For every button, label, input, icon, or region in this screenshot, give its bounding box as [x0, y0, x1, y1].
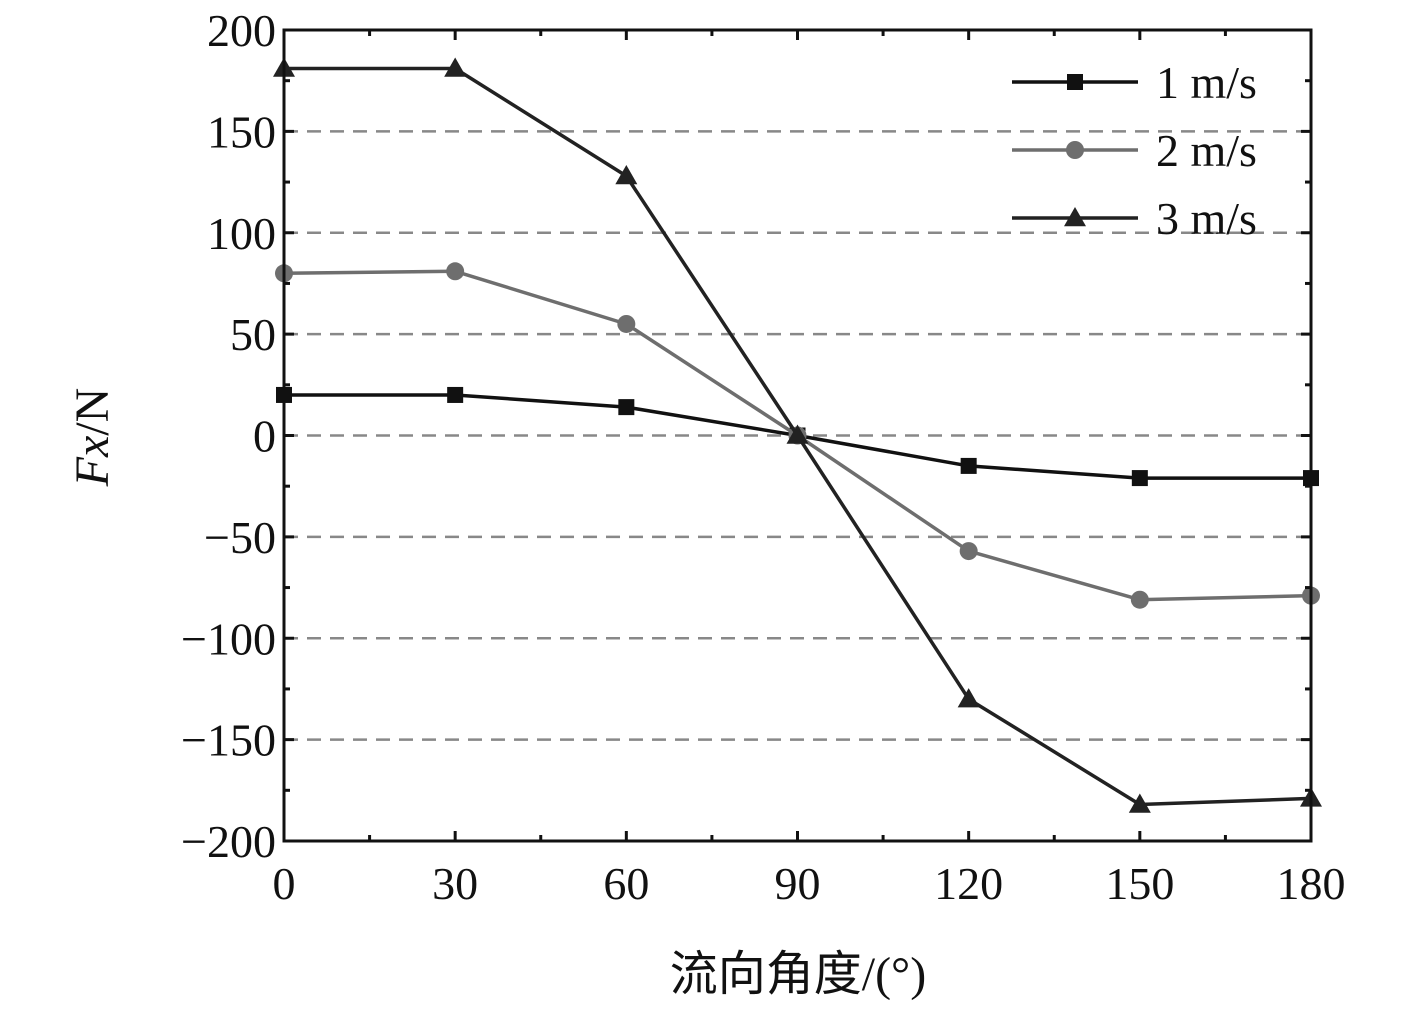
x-tick-label-30: 30 — [432, 858, 478, 909]
legend-label-3: 3 m/s — [1156, 193, 1257, 244]
axis-ticks — [282, 28, 1313, 843]
series-2-point-4 — [959, 542, 978, 561]
series-3-point-2 — [615, 164, 638, 185]
x-tick-label-150: 150 — [1105, 858, 1174, 909]
x-tick-label-180: 180 — [1277, 858, 1346, 909]
series-1-point-4 — [960, 457, 977, 474]
legend-item-3: 3 m/s — [1012, 193, 1257, 244]
y-tick-label-50: 50 — [230, 309, 276, 360]
tick-labels: 0 30 60 90 120 150 180 200 150 100 50 0 −50 −100 −150 −… — [181, 5, 1345, 909]
series-1-point-5 — [1131, 470, 1148, 487]
y-tick-label--50: −50 — [204, 512, 276, 563]
grid-lines — [284, 130, 1311, 741]
y-axis-label: Fx/N — [66, 388, 119, 488]
x-tick-label-120: 120 — [934, 858, 1003, 909]
legend-marker-2 — [1066, 141, 1084, 159]
legend-item-1: 1 m/s — [1012, 57, 1257, 108]
series-3-point-3 — [786, 424, 809, 444]
series-3-point-1 — [444, 57, 467, 77]
legend-item-2: 2 m/s — [1012, 125, 1257, 176]
series-3-point-5 — [1128, 793, 1151, 813]
y-tick-label--200: −200 — [181, 816, 276, 867]
series-2-point-5 — [1130, 590, 1149, 609]
legend-label-2: 2 m/s — [1156, 125, 1257, 176]
y-tick-label--100: −100 — [181, 613, 276, 664]
series-3-point-4 — [957, 688, 980, 708]
series-1-point-1 — [447, 386, 464, 403]
y-axis-label-italic: Fx — [66, 436, 119, 488]
x-tick-label-90: 90 — [775, 858, 821, 909]
x-axis-label: 流向角度/(°) — [670, 948, 927, 1001]
legend-label-1: 1 m/s — [1156, 57, 1257, 108]
series-1-point-2 — [618, 399, 635, 416]
legend-marker-3 — [1064, 207, 1086, 227]
series-layer — [273, 57, 1322, 813]
y-axis-label-unit: /N — [66, 388, 119, 436]
series-2-point-1 — [446, 262, 465, 281]
series-2-point-2 — [617, 314, 636, 333]
legend: 1 m/s 2 m/s 3 m/s — [1012, 57, 1257, 244]
y-tick-label-0: 0 — [253, 411, 276, 462]
y-tick-label--150: −150 — [181, 715, 276, 766]
y-tick-label-200: 200 — [207, 5, 276, 56]
x-tick-label-0: 0 — [273, 858, 296, 909]
y-tick-label-150: 150 — [207, 106, 276, 157]
y-tick-label-100: 100 — [207, 208, 276, 259]
legend-marker-1 — [1067, 74, 1083, 90]
x-tick-label-60: 60 — [603, 858, 649, 909]
